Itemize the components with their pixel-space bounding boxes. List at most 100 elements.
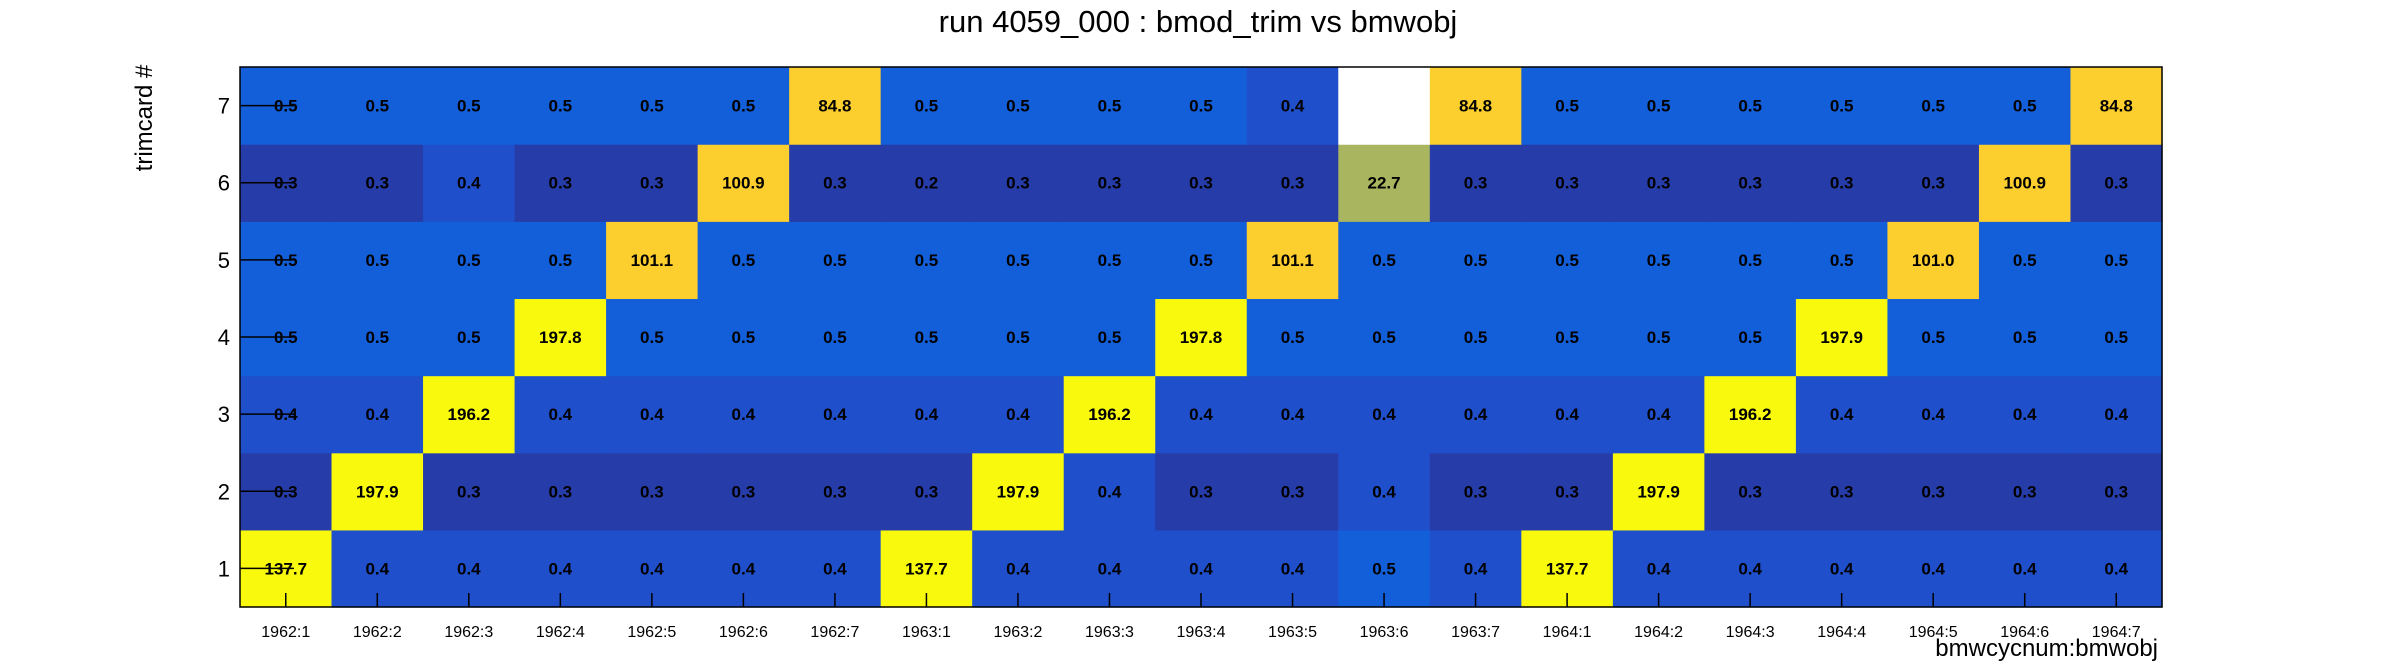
heatmap-cell [1795,298,1889,377]
heatmap-cell [514,298,607,377]
heatmap-cell [1704,298,1797,377]
heatmap-cell [880,221,973,300]
heatmap-cell [972,144,1065,222]
heatmap-cell [789,452,882,531]
cell-value-label: 0.5 [915,97,939,116]
cell-value-label: 0.4 [549,405,573,424]
cell-value-label: 0.3 [1830,174,1854,193]
cell-value-label: 0.5 [1464,251,1488,270]
cell-value-label: 0.3 [549,482,573,501]
heatmap-cell [423,67,516,145]
cell-value-label: 0.3 [1738,174,1762,193]
cell-value-label: 0.5 [2013,97,2037,116]
cell-value-label: 197.9 [1820,328,1863,347]
cell-value-label: 197.9 [1637,482,1680,501]
cell-value-label: 0.3 [1006,174,1030,193]
cell-value-label: 0.3 [1555,174,1579,193]
cell-value-label: 0.4 [1921,405,1945,424]
cell-value-label: 0.3 [1464,482,1488,501]
cell-value-label: 0.3 [732,482,756,501]
heatmap-cell [1155,144,1248,222]
cell-value-label: 0.3 [1738,482,1762,501]
heatmap-cell [1521,452,1614,531]
heatmap-cell [1521,67,1614,145]
x-tick-label: 1964:7 [2092,624,2141,641]
cell-value-label: 0.4 [549,559,573,578]
heatmap-cell [1338,452,1431,531]
heatmap-cell [1887,221,1980,300]
heatmap-cell [423,221,516,300]
cell-value-label: 0.5 [1738,328,1762,347]
cell-value-label: 137.7 [1546,559,1589,578]
cell-value-label: 0.3 [915,482,939,501]
heatmap-cell [1612,375,1705,454]
y-tick-label: 2 [218,479,230,504]
cell-value-label: 0.5 [549,97,573,116]
cell-value-label: 0.5 [1189,251,1213,270]
y-axis: 1 2 3 4 5 6 7 [218,94,294,581]
heatmap-cell [2070,221,2163,300]
heatmap-cell [972,375,1065,454]
x-tick-label: 1962:6 [719,624,768,641]
heatmap-cell [1338,144,1431,222]
heatmap-cell [606,298,699,377]
x-tick-label: 1962:2 [353,624,402,641]
heatmap-cell [1155,298,1248,377]
cell-value-label: 0.4 [1555,405,1579,424]
cell-value-label: 0.3 [2104,482,2128,501]
cell-value-label: 197.9 [997,482,1040,501]
cell-value-label: 0.5 [732,251,756,270]
heatmap-cell [789,298,882,377]
heatmap-cell [1429,375,1522,454]
x-tick-label: 1963:5 [1268,624,1317,641]
heatmap-cell [972,67,1065,145]
cell-value-label: 0.5 [2013,328,2037,347]
cell-value-label: 0.3 [1830,482,1854,501]
heatmap-cell [514,144,607,222]
cell-value-label: 0.5 [1921,97,1945,116]
heatmap-cell [1338,375,1431,454]
cell-value-label: 196.2 [1088,405,1131,424]
cell-value-label: 0.4 [1281,97,1305,116]
cell-value-label: 0.5 [1098,328,1122,347]
cell-value-label: 0.3 [2013,482,2037,501]
cell-value-label: 0.3 [823,174,847,193]
cell-value-label: 0.5 [1830,251,1854,270]
cell-value-label: 0.4 [2013,405,2037,424]
heatmap-cell [1063,221,1156,300]
cell-value-label: 0.4 [365,559,389,578]
cell-value-label: 0.5 [1006,251,1030,270]
cell-value-label: 0.4 [823,405,847,424]
heatmap-cell [423,298,516,377]
cell-value-label: 0.5 [365,97,389,116]
cell-value-label: 0.4 [1372,482,1396,501]
cell-value-label: 0.5 [823,328,847,347]
heatmap-cell [1155,375,1248,454]
heatmap-cell [1429,452,1522,531]
heatmap-cell [1612,221,1705,300]
heatmap-cell [1521,375,1614,454]
heatmap-cell [880,67,973,145]
cell-value-label: 0.5 [1006,328,1030,347]
heatmap-cell [1063,375,1156,454]
heatmap-cell [1246,221,1339,300]
cell-value-label: 0.3 [457,482,481,501]
heatmap-cell [2070,67,2163,145]
cell-value-label: 0.2 [915,174,939,193]
y-tick-label: 4 [218,325,230,350]
cell-value-label: 0.5 [1738,251,1762,270]
cell-value-label: 0.4 [640,559,664,578]
heatmap-cell [606,144,699,222]
cell-value-label: 0.4 [732,559,756,578]
heatmap-cell [697,375,790,454]
cell-value-label: 137.7 [905,559,948,578]
y-tick-label: 3 [218,402,230,427]
heatmap-cell [1246,452,1339,531]
cell-value-label: 0.5 [823,251,847,270]
heatmap-cell [789,67,882,145]
heatmap-cell [1521,298,1614,377]
heatmap-cell [423,144,516,222]
heatmap-cell [1521,221,1614,300]
x-tick-label: 1962:7 [810,624,859,641]
x-tick-label: 1964:4 [1817,624,1866,641]
